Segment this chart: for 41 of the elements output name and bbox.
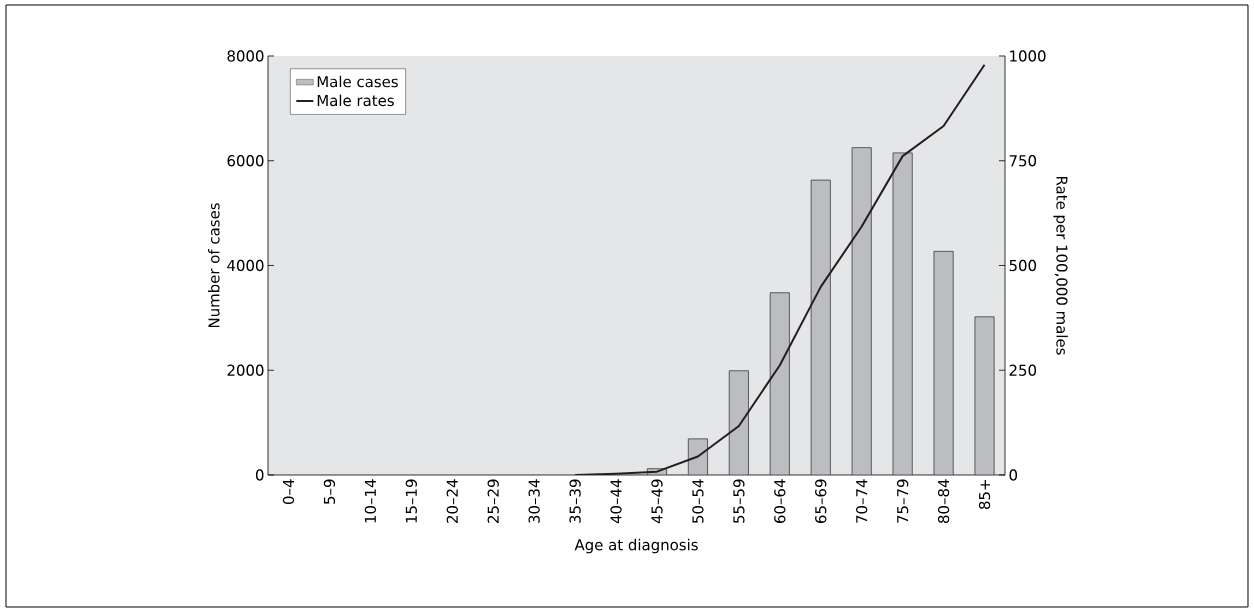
y-tick-label: 4000 bbox=[227, 259, 264, 272]
x-tick-label: 30–34 bbox=[528, 479, 540, 523]
x-axis-title: Age at diagnosis bbox=[574, 538, 698, 554]
x-tick-label: 55–59 bbox=[733, 479, 745, 523]
y-tick-label: 0 bbox=[255, 469, 264, 481]
y-tick-label: 2000 bbox=[227, 364, 264, 376]
legend-label: Male rates bbox=[317, 94, 394, 107]
line-series bbox=[574, 63, 986, 475]
x-tick-label: 25–29 bbox=[487, 479, 499, 523]
bar bbox=[892, 152, 913, 475]
x-tick-label: 10–14 bbox=[364, 479, 377, 523]
bar bbox=[974, 316, 995, 475]
x-tick-label: 20–24 bbox=[446, 479, 458, 523]
bar bbox=[810, 179, 831, 475]
y-axis-title: Number of cases bbox=[208, 203, 220, 328]
x-tick-label: 45–49 bbox=[651, 479, 663, 524]
x-tick-label: 40–44 bbox=[610, 479, 622, 524]
x-tick-label: 60–64 bbox=[774, 479, 786, 523]
y2-tick-label: 1000 bbox=[1010, 50, 1046, 62]
bar bbox=[933, 250, 954, 475]
y2-tick-label: 750 bbox=[1009, 155, 1037, 167]
x-tick-label: 80–84 bbox=[937, 479, 950, 523]
x-tick-label: 5–9 bbox=[323, 479, 336, 504]
y-tick-label: 6000 bbox=[227, 155, 264, 167]
y2-tick-label: 0 bbox=[1009, 469, 1018, 481]
x-tick-label: 75–79 bbox=[896, 479, 909, 523]
x-tick-label: 0–4 bbox=[282, 479, 295, 505]
x-tick-label: 50–54 bbox=[692, 479, 704, 523]
x-tick-label: 85+ bbox=[978, 480, 991, 510]
bar bbox=[851, 147, 872, 475]
y2-tick-label: 500 bbox=[1009, 259, 1037, 272]
bar bbox=[769, 292, 790, 475]
bar bbox=[728, 370, 749, 475]
y2-axis-title: Rate per 100,000 males bbox=[1053, 176, 1068, 355]
x-tick-label: 70–74 bbox=[856, 479, 868, 523]
legend-label: Male cases bbox=[317, 75, 398, 88]
y2-tick-label: 250 bbox=[1009, 364, 1037, 376]
x-tick-label: 35–39 bbox=[569, 479, 581, 523]
x-tick-label: 15–19 bbox=[405, 479, 417, 523]
x-tick-label: 65–69 bbox=[815, 479, 827, 523]
y-tick-label: 8000 bbox=[227, 50, 264, 62]
